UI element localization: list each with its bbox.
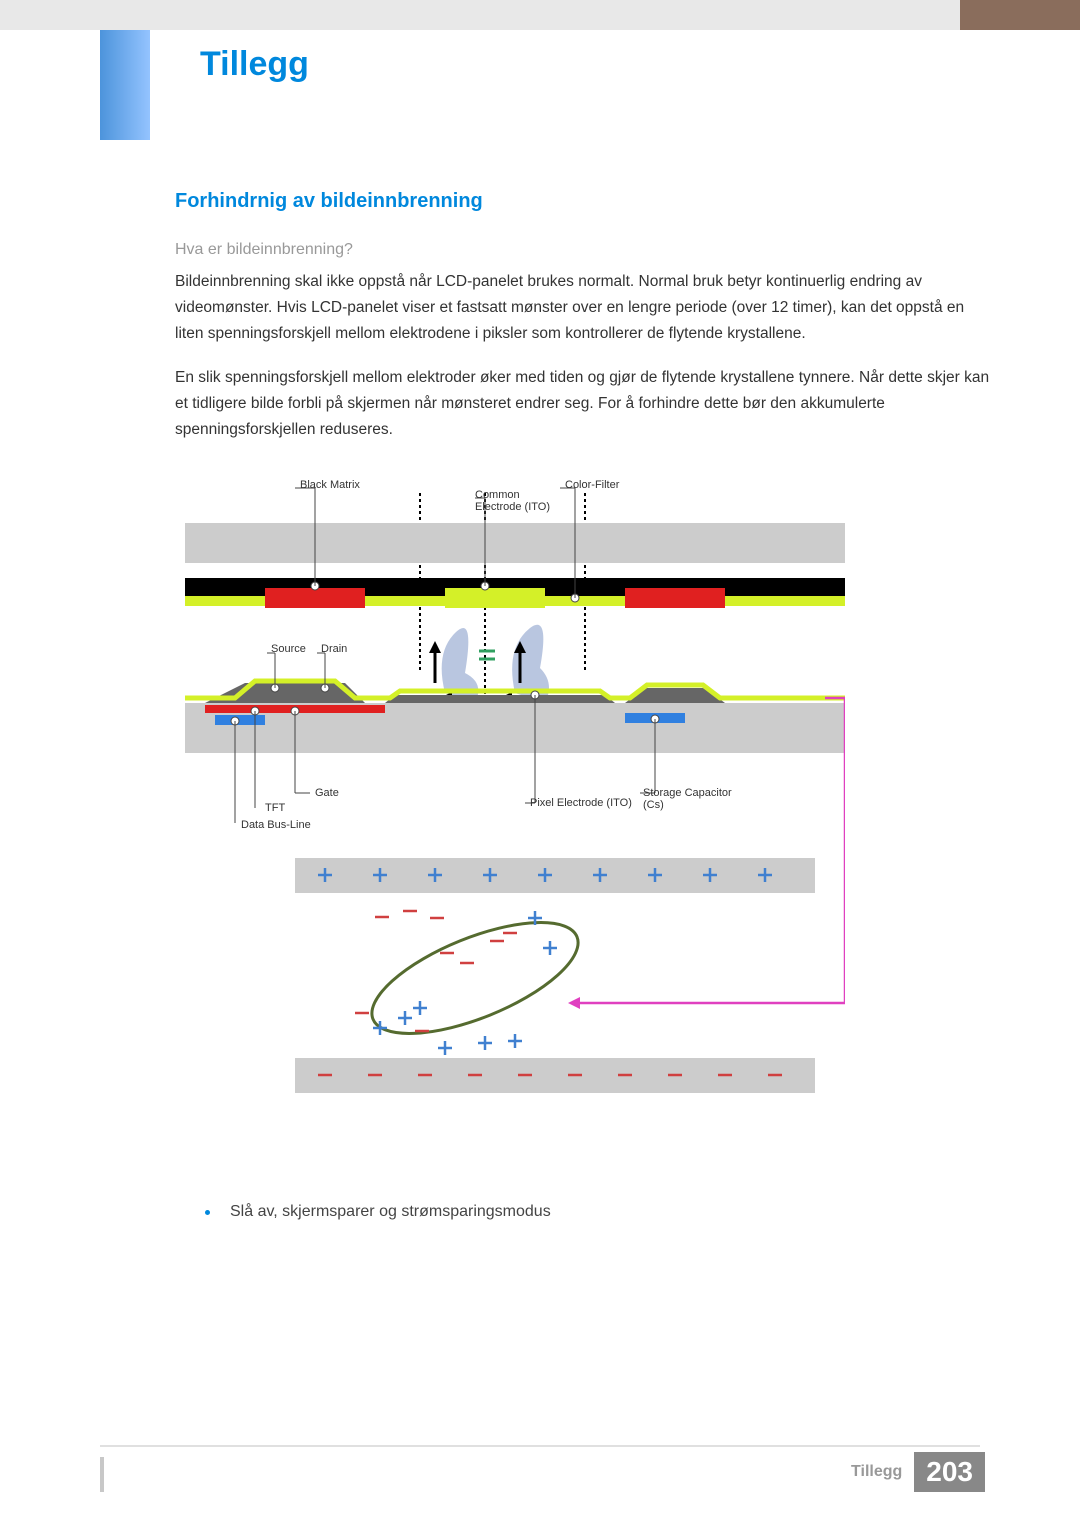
section-heading: Forhindrnig av bildeinnbrenning bbox=[175, 190, 995, 213]
bullet-text: Slå av, skjermsparer og strømsparingsmod… bbox=[230, 1203, 551, 1221]
label-pixel-electrode: Pixel Electrode (ITO) bbox=[530, 797, 632, 809]
label-source: Source bbox=[271, 643, 306, 655]
footer-right: Tillegg 203 bbox=[851, 1452, 985, 1492]
label-storage-capacitor: Storage Capacitor (Cs) bbox=[643, 787, 733, 811]
sub-heading: Hva er bildeinnbrenning? bbox=[175, 241, 995, 259]
top-bar bbox=[0, 0, 1080, 30]
chapter-title: Tillegg bbox=[200, 45, 309, 84]
footer-divider bbox=[100, 1445, 980, 1447]
top-bar-accent bbox=[960, 0, 1080, 30]
bullet-item: Slå av, skjermsparer og strømsparingsmod… bbox=[175, 1203, 995, 1221]
label-data-bus-line: Data Bus-Line bbox=[241, 819, 311, 831]
main-content: Forhindrnig av bildeinnbrenning Hva er b… bbox=[175, 190, 995, 1221]
paragraph-1: Bildeinnbrenning skal ikke oppstå når LC… bbox=[175, 269, 995, 347]
label-drain: Drain bbox=[321, 643, 347, 655]
label-color-filter: Color-Filter bbox=[565, 479, 619, 491]
bullet-dot-icon bbox=[205, 1210, 210, 1215]
footer-left-bar bbox=[100, 1457, 104, 1492]
page-number: 203 bbox=[914, 1452, 985, 1492]
header-gradient bbox=[100, 30, 150, 140]
label-gate: Gate bbox=[315, 787, 339, 799]
label-common-electrode: Common Electrode (ITO) bbox=[475, 489, 565, 513]
footer-label: Tillegg bbox=[851, 1463, 902, 1481]
label-black-matrix: Black Matrix bbox=[300, 479, 360, 491]
paragraph-2: En slik spenningsforskjell mellom elektr… bbox=[175, 365, 995, 443]
label-tft: TFT bbox=[265, 802, 285, 814]
lcd-diagram: Black Matrix Common Electrode (ITO) Colo… bbox=[185, 473, 845, 1133]
